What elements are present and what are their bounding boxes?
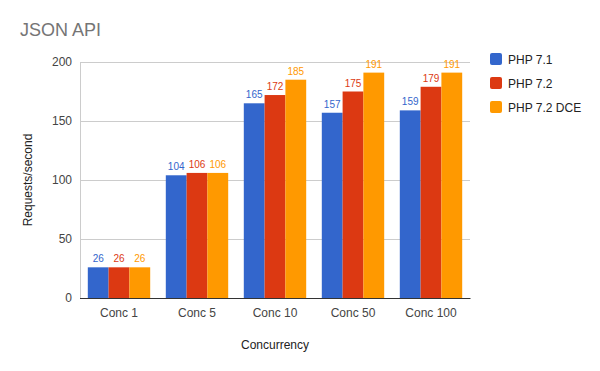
data-label: 159 — [402, 96, 419, 107]
legend-item: PHP 7.2 DCE — [490, 101, 581, 115]
bar — [285, 80, 306, 298]
y-axis-line — [81, 63, 471, 299]
legend-swatch — [490, 77, 502, 89]
data-label: 26 — [113, 253, 125, 264]
data-label: 157 — [324, 99, 341, 110]
y-axis-title: Requests/second — [21, 134, 35, 227]
bar — [244, 103, 265, 298]
x-tick: Conc 10 — [253, 306, 298, 320]
bar — [400, 110, 421, 298]
bar — [129, 267, 150, 298]
bar — [343, 92, 364, 299]
grid-line — [80, 298, 470, 299]
y-tick-label: 50 — [59, 232, 73, 246]
data-label: 106 — [189, 159, 206, 170]
bars — [88, 73, 462, 298]
data-label: 191 — [365, 59, 382, 70]
data-label: 106 — [209, 159, 226, 170]
x-tick-label: Conc 5 — [178, 306, 216, 320]
y-tick: 200 — [52, 55, 470, 69]
x-axis-line — [81, 298, 471, 299]
bar — [187, 173, 208, 298]
bar — [109, 267, 130, 298]
y-tick-label: 100 — [52, 173, 72, 187]
bar — [265, 95, 286, 298]
x-tick: Conc 100 — [405, 306, 457, 320]
data-label: 191 — [443, 59, 460, 70]
x-tick: Conc 5 — [178, 306, 216, 320]
title: JSON API — [20, 20, 101, 40]
chart: 050100150200Conc 1Conc 5Conc 10Conc 50Co… — [0, 0, 600, 371]
grid-line — [80, 62, 470, 63]
legend-swatch — [490, 101, 502, 113]
bar — [88, 267, 109, 298]
background — [0, 0, 600, 371]
x-tick-label: Conc 50 — [331, 306, 376, 320]
legend-item: PHP 7.2 — [490, 77, 553, 91]
legend-label: PHP 7.2 DCE — [508, 101, 581, 115]
x-tick-label: Conc 1 — [100, 306, 138, 320]
x-axis-title: Concurrency — [241, 338, 309, 352]
y-tick-label: 150 — [52, 114, 72, 128]
data-label: 26 — [134, 253, 146, 264]
x-tick: Conc 50 — [331, 306, 376, 320]
data-label: 172 — [267, 81, 284, 92]
bar — [441, 73, 462, 298]
legend-label: PHP 7.2 — [508, 77, 553, 91]
data-label: 179 — [423, 73, 440, 84]
data-label: 104 — [168, 161, 185, 172]
bar — [207, 173, 228, 298]
data-label: 26 — [93, 253, 105, 264]
x-tick-label: Conc 100 — [405, 306, 457, 320]
y-axis: 0 50 100 150 200 — [52, 55, 470, 305]
legend: PHP 7.1 PHP 7.2 PHP 7.2 DCE — [490, 53, 581, 115]
legend-swatch — [490, 53, 502, 65]
legend-item: PHP 7.1 — [490, 53, 553, 67]
series-bars — [109, 87, 442, 298]
x-tick-label: Conc 10 — [253, 306, 298, 320]
legend-label: PHP 7.1 — [508, 53, 553, 67]
series-bars — [129, 73, 462, 298]
bar — [421, 87, 442, 298]
data-labels: 26 104 165 157 159 26 106 172 175 179 26 106 185 191 1… — [93, 59, 461, 265]
data-label: 165 — [246, 89, 263, 100]
data-label: 175 — [345, 78, 362, 89]
y-tick-label: 0 — [65, 291, 72, 305]
y-tick-label: 200 — [52, 55, 72, 69]
bar — [322, 113, 343, 298]
bar — [166, 175, 187, 298]
bar — [363, 73, 384, 298]
x-axis: Conc 1 Conc 5 Conc 10 Conc 50 Conc 100 — [81, 299, 471, 320]
data-label: 185 — [287, 66, 304, 77]
x-tick: Conc 1 — [100, 306, 138, 320]
